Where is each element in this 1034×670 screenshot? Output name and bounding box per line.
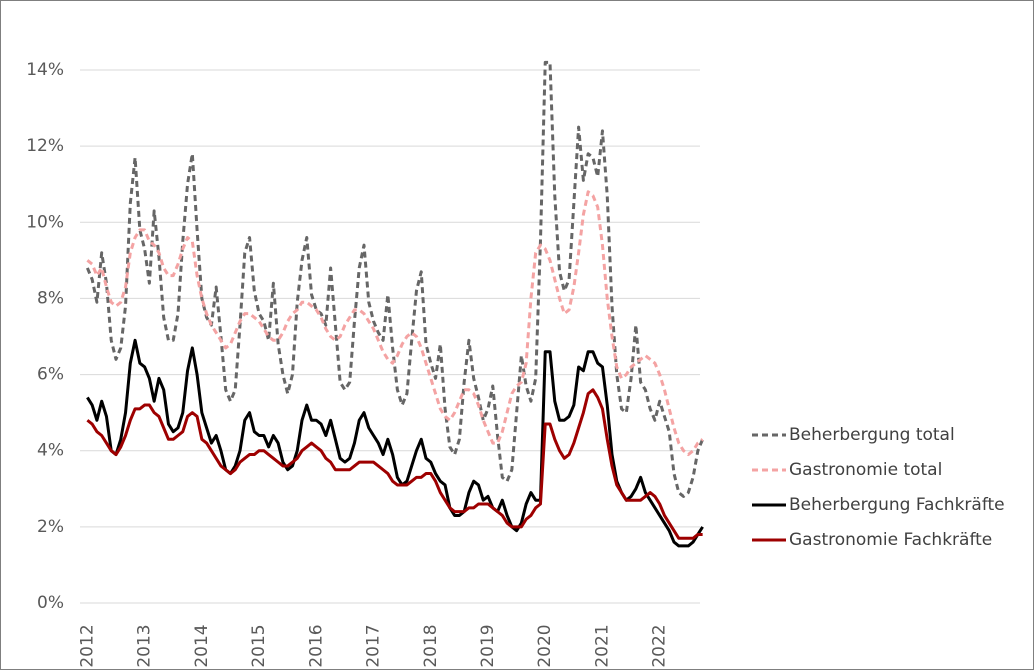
- series-line: [86, 338, 704, 548]
- y-tick-label: 10%: [26, 212, 64, 232]
- x-tick-label: 2020: [535, 624, 555, 667]
- y-tick-label: 4%: [37, 441, 64, 461]
- legend-label: Beherbergung Fachkräfte: [789, 495, 1005, 515]
- x-tick-label: 2017: [364, 624, 384, 667]
- y-tick-label: 6%: [37, 365, 64, 385]
- x-tick-label: 2021: [592, 624, 612, 667]
- series-line: [86, 190, 704, 457]
- legend-label: Beherbergung total: [789, 425, 955, 445]
- y-tick-label: 14%: [26, 60, 64, 80]
- y-tick-label: 0%: [37, 593, 64, 613]
- x-tick-label: 2012: [77, 624, 97, 667]
- legend: Beherbergung total Gastronomie total Beher…: [752, 425, 1005, 550]
- x-tick-label: 2015: [249, 624, 269, 667]
- y-tick-label: 8%: [37, 288, 64, 308]
- series-line: [86, 388, 703, 540]
- x-tick-label: 2018: [421, 624, 441, 667]
- x-tick-label: 2016: [306, 624, 326, 667]
- x-tick-label: 2014: [192, 624, 212, 667]
- x-tick-label: 2019: [478, 624, 498, 667]
- y-tick-label: 2%: [37, 517, 64, 537]
- legend-label: Gastronomie total: [789, 460, 942, 480]
- x-tick-label: 2013: [135, 624, 155, 667]
- series-line: [85, 60, 705, 498]
- legend-label: Gastronomie Fachkräfte: [789, 530, 992, 550]
- x-tick-label: 2022: [650, 624, 670, 667]
- y-tick-label: 12%: [26, 136, 64, 156]
